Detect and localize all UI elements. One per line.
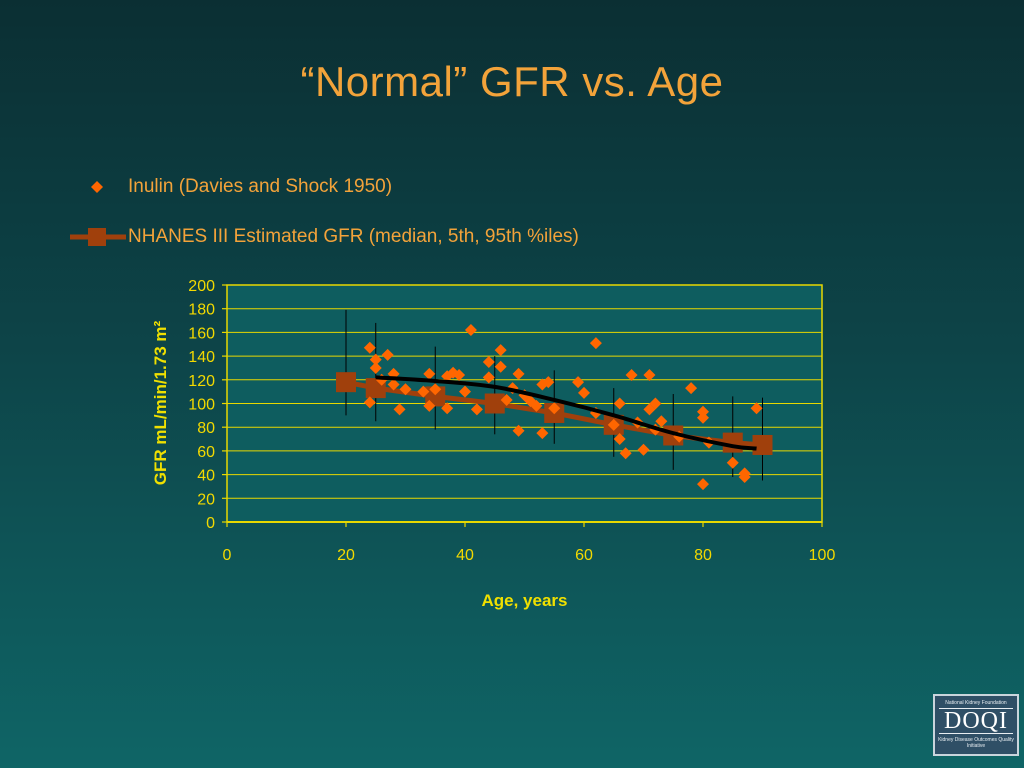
y-tick-label: 100 <box>188 397 215 414</box>
nhanes-point <box>336 372 356 393</box>
inulin-point <box>381 348 394 361</box>
inulin-point <box>417 385 430 398</box>
inulin-point <box>655 415 668 428</box>
inulin-point <box>536 427 549 440</box>
inulin-point <box>494 344 507 357</box>
y-tick-label: 160 <box>188 325 215 342</box>
inulin-point <box>369 353 382 366</box>
inulin-point <box>470 403 483 416</box>
logo-bottom-text: Kidney Disease Outcomes Quality Initiati… <box>938 737 1014 749</box>
legend-label-nhanes: NHANES III Estimated GFR (median, 5th, 9… <box>128 226 579 247</box>
inulin-point <box>685 382 698 395</box>
inulin-point <box>750 402 763 415</box>
inulin-point <box>738 470 751 483</box>
trend-series <box>375 375 757 451</box>
inulin-point <box>482 356 495 369</box>
inulin-point <box>697 478 709 491</box>
legend-item-inulin: Inulin (Davies and Shock 1950) <box>70 172 392 202</box>
inulin-point <box>607 418 620 431</box>
x-axis-title: Age, years <box>482 591 568 610</box>
inulin-point <box>393 403 406 416</box>
inulin-point <box>619 447 632 460</box>
inulin-point <box>726 456 739 469</box>
inulin-point <box>441 402 454 415</box>
legend-line-square-icon <box>70 228 126 246</box>
inulin-series <box>363 324 763 491</box>
x-tick-label: 40 <box>456 547 474 564</box>
inulin-point <box>625 369 638 382</box>
inulin-point <box>613 433 626 446</box>
inulin-point <box>494 360 507 373</box>
slide-title: “Normal” GFR vs. Age <box>300 58 724 105</box>
inulin-point <box>363 396 376 409</box>
x-tick-label: 0 <box>223 547 232 564</box>
inulin-point <box>453 369 466 382</box>
inulin-point <box>578 386 590 399</box>
nhanes-point <box>722 432 743 453</box>
doqi-logo: National Kidney Foundation DOQI Kidney D… <box>933 694 1019 756</box>
y-tick-label: 0 <box>206 515 215 532</box>
legend-swatch-inulin <box>70 172 126 202</box>
trend-line <box>375 375 757 451</box>
nhanes-point <box>484 393 505 414</box>
y-axis-title: GFR mL/min/1.73 m² <box>151 320 170 485</box>
logo-main-text: DOQI <box>939 708 1013 734</box>
inulin-point <box>512 424 525 437</box>
inulin-point <box>548 402 561 415</box>
inulin-point <box>512 367 525 380</box>
y-tick-label: 60 <box>197 444 215 461</box>
x-tick-label: 60 <box>575 547 593 564</box>
y-tick-label: 200 <box>188 278 215 295</box>
inulin-point <box>542 376 555 389</box>
logo-top-text: National Kidney Foundation <box>945 700 1007 706</box>
legend-swatch-nhanes <box>70 222 126 252</box>
x-tick-label: 20 <box>337 547 355 564</box>
y-tick-label: 80 <box>197 420 215 437</box>
inulin-point <box>423 399 436 412</box>
legend-label-inulin: Inulin (Davies and Shock 1950) <box>128 176 393 197</box>
y-tick-label: 120 <box>188 373 215 390</box>
inulin-point <box>697 411 709 424</box>
inulin-point <box>429 383 442 396</box>
inulin-point <box>423 367 436 380</box>
legend-diamond-icon <box>91 181 103 193</box>
inulin-point <box>459 385 471 398</box>
inulin-point <box>649 397 662 410</box>
labels-layer: 0 20 40 60 80 100 120 140 160 180 200 0 20 40 60 80 100 A… <box>151 278 835 610</box>
inulin-point <box>399 383 412 396</box>
inulin-point <box>387 378 400 391</box>
inulin-point <box>589 337 602 350</box>
inulin-point <box>363 341 376 354</box>
y-tick-label: 20 <box>197 491 215 508</box>
y-tick-label: 140 <box>188 349 215 366</box>
y-tick-label: 40 <box>197 468 215 485</box>
inulin-point <box>530 399 543 412</box>
legend-item-nhanes: NHANES III Estimated GFR (median, 5th, 9… <box>70 222 579 252</box>
x-tick-label: 100 <box>809 547 836 564</box>
inulin-point <box>637 443 650 456</box>
grid-layer <box>226 284 823 523</box>
inulin-point <box>613 397 626 410</box>
x-tick-label: 80 <box>694 547 712 564</box>
y-tick-label: 180 <box>188 302 215 319</box>
inulin-point <box>643 369 656 382</box>
inulin-point <box>369 361 382 374</box>
inulin-point <box>500 393 513 406</box>
axes-layer <box>222 284 823 527</box>
inulin-point <box>482 371 495 384</box>
inulin-point <box>464 324 477 337</box>
nhanes-point <box>752 434 773 455</box>
inulin-point <box>572 376 585 389</box>
